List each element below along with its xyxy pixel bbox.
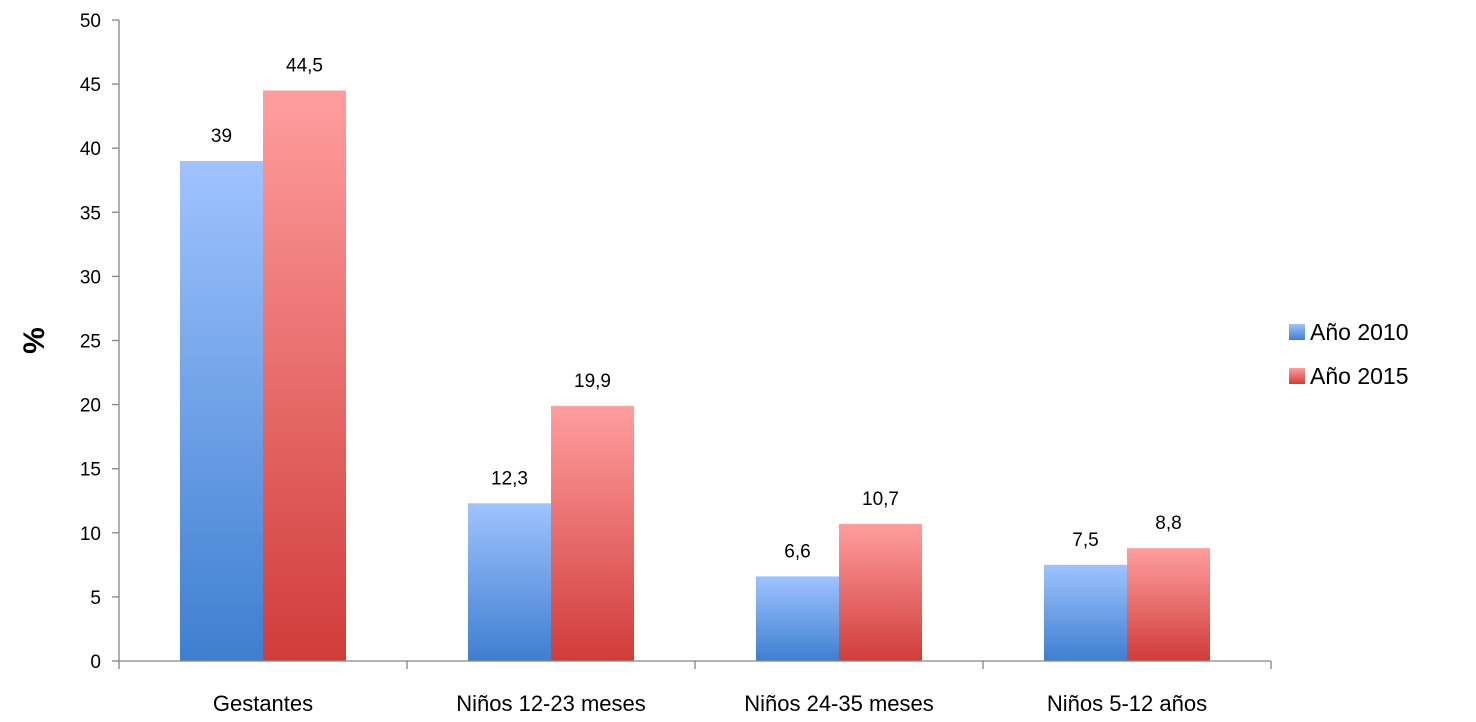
bar-series-1 bbox=[756, 576, 839, 661]
bar-series-2 bbox=[1127, 548, 1210, 661]
legend-label: Año 2010 bbox=[1310, 319, 1408, 345]
bar-series-2 bbox=[551, 405, 634, 661]
data-label: 44,5 bbox=[286, 56, 323, 77]
data-label: 7,5 bbox=[1072, 530, 1098, 551]
legend-swatch bbox=[1289, 324, 1305, 340]
x-category-label: Niños 12-23 meses bbox=[456, 691, 646, 716]
x-axis-ticks: Gestantes Niños 12-23 meses Niños 24-35 me… bbox=[118, 661, 1272, 716]
y-tick-label: 40 bbox=[80, 139, 101, 160]
legend: Año 2010 Año 2015 bbox=[1289, 319, 1408, 389]
bar-series-1 bbox=[1044, 564, 1127, 661]
x-category-label: Niños 5-12 años bbox=[1047, 691, 1207, 716]
data-label: 8,8 bbox=[1155, 513, 1181, 534]
data-label: 19,9 bbox=[574, 371, 611, 392]
y-axis-label: % bbox=[18, 327, 51, 354]
y-tick-label: 15 bbox=[80, 460, 101, 481]
data-label: 39 bbox=[211, 126, 232, 147]
bars bbox=[180, 90, 1210, 661]
y-tick-label: 20 bbox=[80, 396, 101, 417]
data-label: 6,6 bbox=[784, 541, 810, 562]
bar-series-1 bbox=[180, 161, 263, 661]
bar-series-2 bbox=[839, 523, 922, 661]
data-labels: 39 44,5 12,3 19,9 6,6 10,7 7,5 8,8 bbox=[211, 56, 1182, 563]
y-tick-label: 0 bbox=[90, 652, 101, 673]
x-category-label: Gestantes bbox=[213, 691, 313, 716]
bar-series-2 bbox=[263, 90, 346, 661]
x-category-label: Niños 24-35 meses bbox=[744, 691, 934, 716]
y-tick-label: 45 bbox=[80, 75, 101, 96]
y-tick-label: 25 bbox=[80, 332, 101, 353]
bar-series-1 bbox=[468, 503, 551, 661]
y-tick-label: 10 bbox=[80, 524, 101, 545]
data-label: 10,7 bbox=[862, 489, 899, 510]
y-axis-ticks: 0 5 10 15 20 25 30 35 40 45 50 bbox=[80, 11, 119, 673]
data-label: 12,3 bbox=[491, 468, 528, 489]
legend-swatch bbox=[1289, 368, 1305, 384]
legend-label: Año 2015 bbox=[1310, 363, 1408, 389]
y-tick-label: 35 bbox=[80, 203, 101, 224]
y-tick-label: 30 bbox=[80, 267, 101, 288]
y-tick-label: 50 bbox=[80, 11, 101, 32]
y-tick-label: 5 bbox=[90, 588, 101, 609]
